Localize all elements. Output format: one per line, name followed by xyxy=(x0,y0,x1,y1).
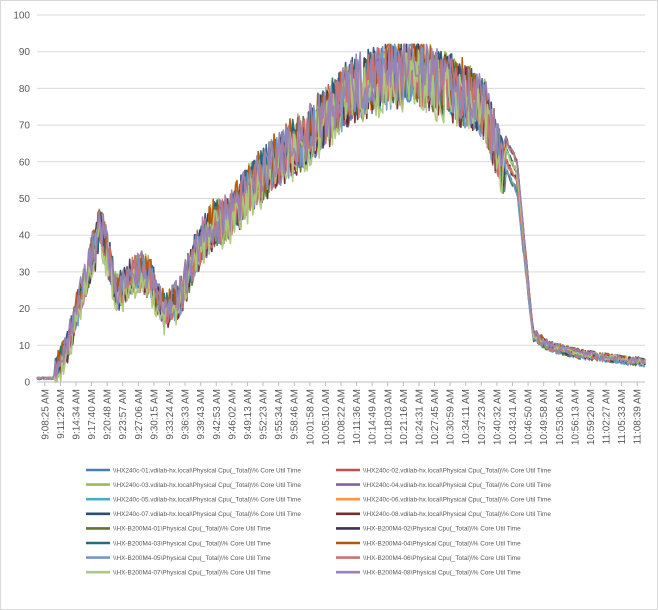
x-tick-label: 10:08:22 AM xyxy=(337,389,348,445)
x-tick-label: 9:23:57 AM xyxy=(118,389,129,440)
legend-entry[interactable]: \\HX240c-01.vdilab-hx.local\Physical Cpu… xyxy=(86,467,301,474)
legend-entry[interactable]: \\HX240c-04.vdilab-hx.local\Physical Cpu… xyxy=(336,482,551,489)
x-tick-label: 9:58:46 AM xyxy=(290,389,301,440)
legend-label: \\HX-B200M4-06\Physical Cpu(_Total)\% Co… xyxy=(363,555,521,562)
legend-entry[interactable]: \\HX240c-07.vdilab-hx.local\Physical Cpu… xyxy=(86,511,301,518)
x-tick-label: 11:05:33 AM xyxy=(617,389,628,444)
legend-entry[interactable]: \\HX-B200M4-07\Physical Cpu(_Total)\% Co… xyxy=(86,570,271,577)
x-tick-label: 9:36:33 AM xyxy=(181,389,192,440)
x-tick-label: 10:24:31 AM xyxy=(414,389,425,445)
y-tick-label: 10 xyxy=(19,341,31,352)
y-tick-label: 30 xyxy=(19,267,31,278)
x-tick-label: 10:05:10 AM xyxy=(321,389,332,445)
legend-label: \\HX240c-08.vdilab-hx.local\Physical Cpu… xyxy=(363,511,551,518)
legend-entry[interactable]: \\HX-B200M4-05\Physical Cpu(_Total)\% Co… xyxy=(86,555,271,562)
x-tick-label: 10:49:58 AM xyxy=(539,389,550,445)
x-tick-label: 11:08:39 AM xyxy=(633,389,644,444)
x-tick-label: 10:34:11 AM xyxy=(461,389,472,444)
legend-entry[interactable]: \\HX-B200M4-06\Physical Cpu(_Total)\% Co… xyxy=(336,555,521,562)
legend-label: \\HX-B200M4-07\Physical Cpu(_Total)\% Co… xyxy=(113,570,271,577)
legend-entry[interactable]: \\HX240c-05.vdilab-hx.local\Physical Cpu… xyxy=(86,497,301,504)
y-tick-label: 40 xyxy=(19,231,31,242)
legend-label: \\HX240c-02.vdilab-hx.local\Physical Cpu… xyxy=(363,467,551,474)
x-tick-label: 10:30:59 AM xyxy=(446,389,457,445)
series-line-16 xyxy=(36,43,646,381)
x-tick-label: 9:27:06 AM xyxy=(134,389,145,440)
x-tick-label: 10:43:41 AM xyxy=(508,389,519,445)
legend-label: \\HX240c-04.vdilab-hx.local\Physical Cpu… xyxy=(363,482,551,489)
x-tick-label: 9:20:48 AM xyxy=(103,389,114,440)
axes: 0 10 20 30 40 50 60 70 80 90 100 9:08:25 AM 9:11:29 … xyxy=(13,11,645,445)
x-tick-label: 9:30:15 AM xyxy=(149,389,160,440)
y-tick-label: 70 xyxy=(19,121,31,132)
legend-label: \\HX-B200M4-03\Physical Cpu(_Total)\% Co… xyxy=(113,540,271,547)
x-tick-label: 9:17:40 AM xyxy=(87,389,98,440)
x-tick-label: 10:56:13 AM xyxy=(570,389,581,445)
legend-entry[interactable]: \\HX-B200M4-04\Physical Cpu(_Total)\% Co… xyxy=(336,540,521,547)
legend-label: \\HX-B200M4-01\Physical Cpu(_Total)\% Co… xyxy=(113,526,271,533)
legend-entry[interactable]: \\HX-B200M4-02\Physical Cpu(_Total)\% Co… xyxy=(336,526,521,533)
x-tick-label: 11:02:27 AM xyxy=(602,389,613,444)
legend[interactable]: \\HX240c-01.vdilab-hx.local\Physical Cpu… xyxy=(86,467,551,577)
x-tick-label: 10:14:49 AM xyxy=(368,389,379,445)
legend-entry[interactable]: \\HX-B200M4-08\Physical Cpu(_Total)\% Co… xyxy=(336,570,521,577)
x-tick-label: 10:18:03 AM xyxy=(383,389,394,445)
x-tick-label: 9:55:34 AM xyxy=(274,389,285,440)
y-tick-label: 0 xyxy=(24,378,30,389)
x-tick-label: 10:11:36 AM xyxy=(352,389,363,444)
x-tick-label: 9:46:02 AM xyxy=(227,389,238,440)
legend-entry[interactable]: \\HX-B200M4-01\Physical Cpu(_Total)\% Co… xyxy=(86,526,271,533)
x-tick-label: 10:46:50 AM xyxy=(524,389,535,445)
x-tick-label: 10:21:16 AM xyxy=(399,389,410,445)
x-tick-label: 9:14:34 AM xyxy=(71,389,82,440)
series-lines xyxy=(36,43,646,383)
legend-entry[interactable]: \\HX240c-08.vdilab-hx.local\Physical Cpu… xyxy=(336,511,551,518)
x-tick-label: 9:49:13 AM xyxy=(243,389,254,440)
legend-entry[interactable]: \\HX-B200M4-03\Physical Cpu(_Total)\% Co… xyxy=(86,540,271,547)
y-tick-label: 50 xyxy=(19,194,31,205)
x-tick-label: 9:52:23 AM xyxy=(259,389,270,440)
x-tick-label: 10:37:23 AM xyxy=(477,389,488,445)
legend-entry[interactable]: \\HX240c-06.vdilab-hx.local\Physical Cpu… xyxy=(336,497,551,504)
legend-label: \\HX240c-03.vdilab-hx.local\Physical Cpu… xyxy=(113,482,301,489)
y-tick-label: 80 xyxy=(19,84,31,95)
legend-label: \\HX-B200M4-02\Physical Cpu(_Total)\% Co… xyxy=(363,526,521,533)
x-tick-label: 9:11:29 AM xyxy=(56,389,67,439)
y-tick-label: 60 xyxy=(19,157,31,168)
x-tick-label: 10:27:45 AM xyxy=(430,389,441,445)
x-tick-label: 9:33:24 AM xyxy=(165,389,176,440)
legend-entry[interactable]: \\HX240c-02.vdilab-hx.local\Physical Cpu… xyxy=(336,467,551,474)
legend-label: \\HX240c-07.vdilab-hx.local\Physical Cpu… xyxy=(113,511,301,518)
legend-label: \\HX240c-05.vdilab-hx.local\Physical Cpu… xyxy=(113,497,301,504)
y-tick-label: 100 xyxy=(13,11,30,22)
x-tick-label: 10:40:32 AM xyxy=(492,389,503,445)
y-tick-label: 90 xyxy=(19,47,31,58)
legend-label: \\HX-B200M4-05\Physical Cpu(_Total)\% Co… xyxy=(113,555,271,562)
x-tick-label: 9:42:53 AM xyxy=(212,389,223,440)
legend-label: \\HX240c-06.vdilab-hx.local\Physical Cpu… xyxy=(363,497,551,504)
x-tick-label: 9:39:43 AM xyxy=(196,389,207,440)
legend-entry[interactable]: \\HX240c-03.vdilab-hx.local\Physical Cpu… xyxy=(86,482,301,489)
x-tick-label: 10:53:06 AM xyxy=(555,389,566,445)
x-tick-label: 10:59:20 AM xyxy=(586,389,597,445)
legend-label: \\HX240c-01.vdilab-hx.local\Physical Cpu… xyxy=(113,467,301,474)
legend-label: \\HX-B200M4-08\Physical Cpu(_Total)\% Co… xyxy=(363,570,521,577)
x-tick-label: 9:08:25 AM xyxy=(40,389,51,440)
y-tick-label: 20 xyxy=(19,304,31,315)
legend-label: \\HX-B200M4-04\Physical Cpu(_Total)\% Co… xyxy=(363,540,521,547)
x-tick-label: 10:01:58 AM xyxy=(305,389,316,445)
